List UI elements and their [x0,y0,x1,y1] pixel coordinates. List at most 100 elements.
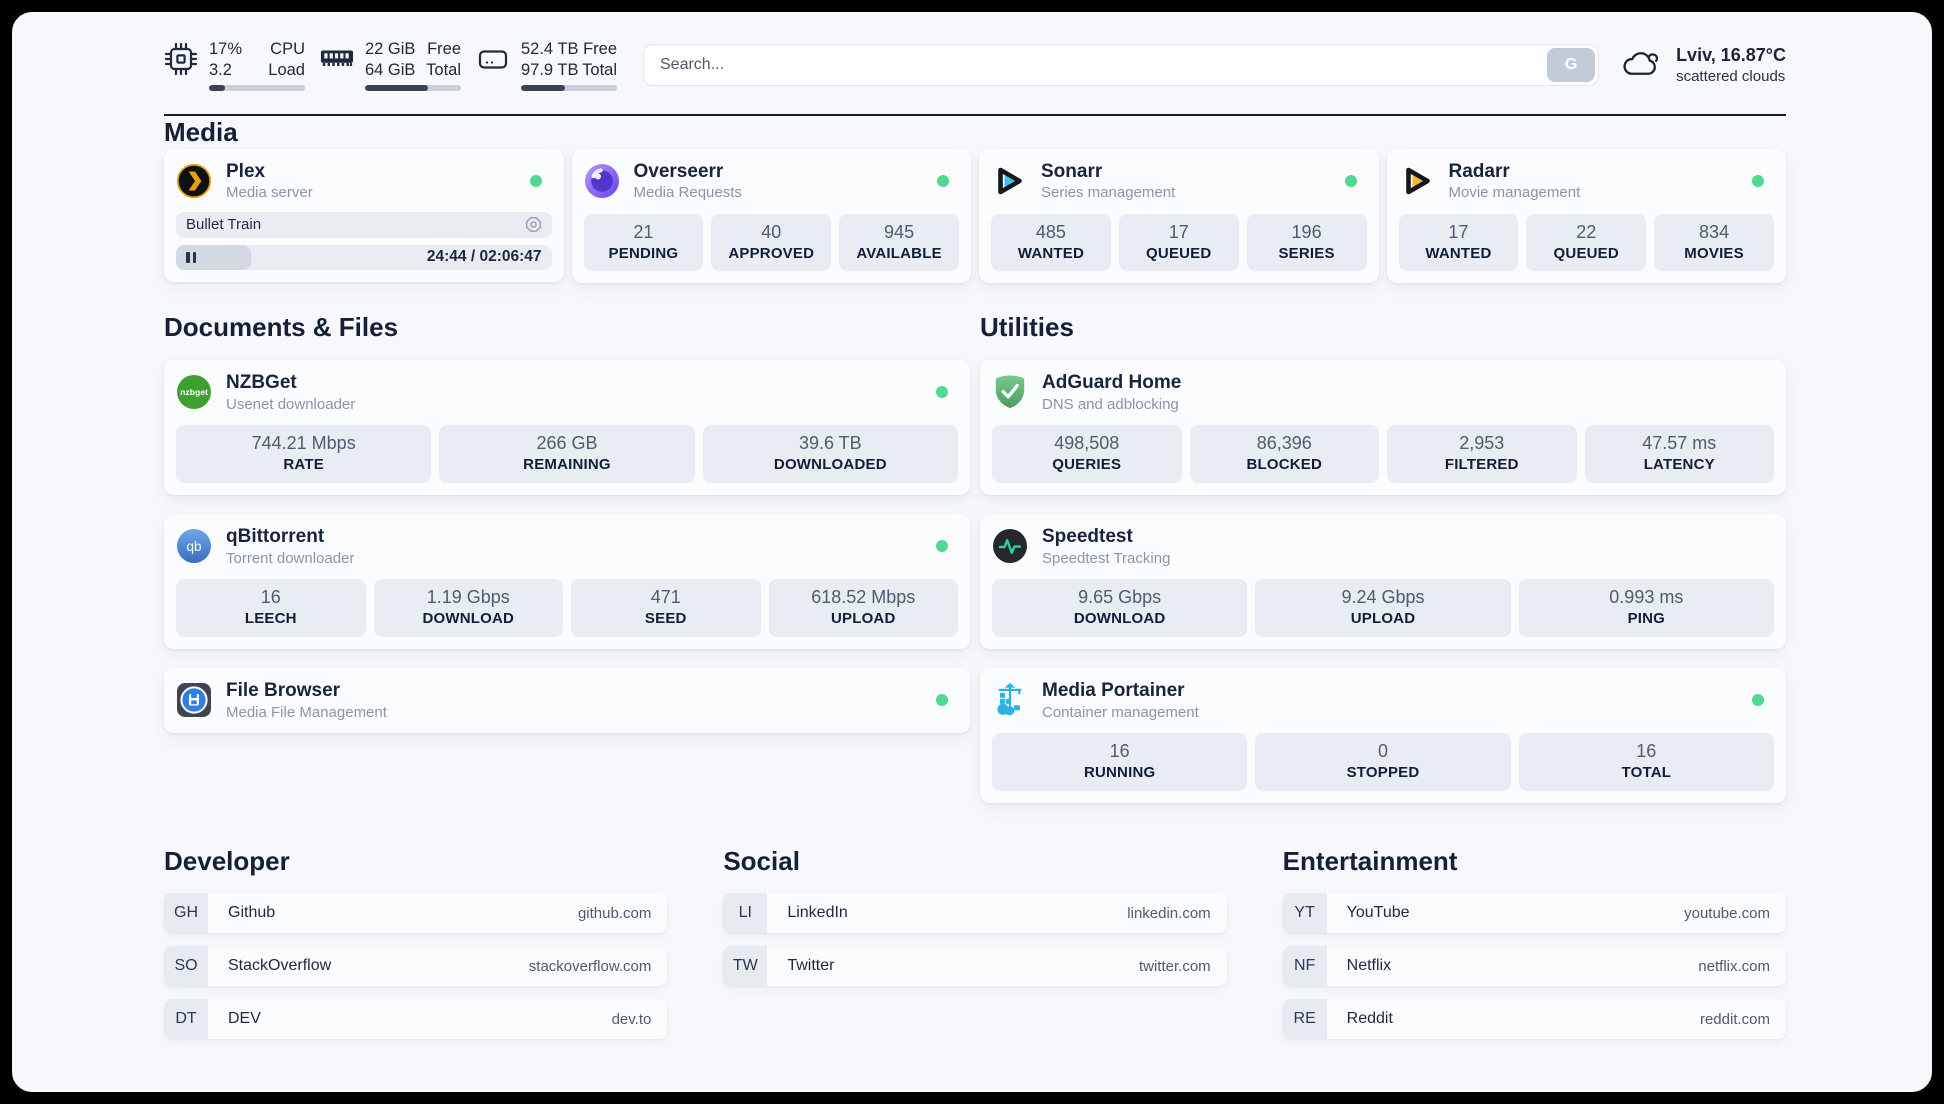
stat-tile: 16 RUNNING [992,732,1248,791]
section-title-media: Media [164,117,238,147]
app-card[interactable]: qb qBittorrent Torrent downloader [164,513,970,649]
stat-value: 2,953 [1459,432,1505,453]
bookmark-abbr: SO [164,946,208,987]
bookmark-abbr: NF [1282,946,1327,987]
cpu-icon [164,42,198,76]
sonarr-logo [991,163,1027,199]
ram-widget: 22 GiB 64 GiB Free Total [320,39,461,92]
app-card-header: Speedtest Speedtest Tracking [992,526,1774,567]
status-dot [1752,694,1764,707]
app-card[interactable]: Sonarr Series management 485 WANTED [979,148,1379,284]
stat-label: AVAILABLE [856,244,942,262]
svg-text:qb: qb [186,539,201,554]
bookmark-link[interactable]: GH Github github.com [164,893,668,934]
bookmark-link[interactable]: TW Twitter twitter.com [723,946,1227,987]
bookmark-domain: github.com [577,904,652,922]
app-name: Overseerr [633,160,724,182]
stat-label: SERIES [1278,244,1335,262]
stat-value: 1.19 Gbps [426,586,510,607]
stat-tile: 0 STOPPED [1255,732,1511,791]
search-engine-button[interactable]: G [1547,48,1596,82]
bookmark-abbr: TW [723,946,768,987]
playback-progressbar: 24:44 / 02:06:47 [176,244,552,270]
stat-tile: 16 LEECH [176,578,366,637]
app-card[interactable]: Plex Media server Bullet Train [164,148,564,282]
ram-icon [320,42,354,76]
bookmark-link[interactable]: LI LinkedIn linkedin.com [723,893,1227,934]
bookmark-abbr: GH [164,893,208,934]
stat-value: 471 [650,586,681,607]
stat-label: LATENCY [1643,456,1715,474]
overseerr-logo [584,163,620,199]
app-subtitle: Media File Management [226,703,387,721]
app-subtitle: Media server [226,184,313,202]
stat-tile: 471 SEED [571,578,761,637]
bookmark-name: Netflix [1346,957,1392,975]
bookmark-abbr: YT [1282,893,1327,934]
bookmark-link[interactable]: SO StackOverflow stackoverflow.com [164,946,668,987]
bookmark-name: LinkedIn [787,904,848,922]
bookmark-domain: reddit.com [1699,1010,1770,1028]
app-card-header: nzbget NZBGet Usenet downloader [176,372,958,413]
bookmark-link[interactable]: NF Netflix netflix.com [1282,946,1786,987]
stat-tile: 834 MOVIES [1654,213,1774,272]
app-card[interactable]: AdGuard Home DNS and adblocking 498,508 … [980,359,1786,495]
stat-tile: 485 WANTED [991,213,1111,272]
stat-label: RATE [283,456,324,474]
stat-value: 16 [1109,740,1130,761]
app-card[interactable]: File Browser Media File Management [164,667,970,733]
stat-tile: 47.57 ms LATENCY [1584,424,1774,483]
stat-label: DOWNLOAD [1073,610,1166,628]
stat-tile: 9.65 Gbps DOWNLOAD [992,578,1248,637]
utilities-card-stack: AdGuard Home DNS and adblocking 498,508 … [980,359,1786,803]
stat-value: 196 [1291,221,1322,242]
stat-label: RUNNING [1083,764,1156,782]
app-card[interactable]: nzbget NZBGet Usenet downloader 74 [164,359,970,495]
status-dot [529,175,542,188]
app-stats-row: 744.21 Mbps RATE 266 GB REMAINING [176,424,958,483]
stat-tile: 17 WANTED [1398,213,1519,272]
app-card[interactable]: Media Portainer Container management 16 … [980,667,1786,803]
app-stats-row: 498,508 QUERIES 86,396 BLOCKED [992,424,1774,483]
disk-labels: Free Total [582,39,617,79]
app-subtitle: DNS and adblocking [1042,395,1179,413]
stat-value: 16 [1636,740,1657,761]
stat-tile: 498,508 QUERIES [992,424,1182,483]
stat-label: QUEUED [1146,244,1212,262]
app-subtitle: Container management [1042,703,1199,721]
two-column-section: Documents & Files nzbget NZBGet Usenet d… [164,311,1786,803]
status-dot [1344,175,1357,188]
bookmark-link[interactable]: RE Reddit reddit.com [1282,999,1786,1040]
nzbget-logo: nzbget [176,374,212,410]
bookmark-list: LI LinkedIn linkedin.com TW Twitter twit… [723,893,1227,987]
app-card[interactable]: Speedtest Speedtest Tracking 9.65 Gbps D… [980,513,1786,649]
app-stats-row: 485 WANTED 17 QUEUED 196 SERIES [991,213,1367,272]
bookmark-domain: twitter.com [1138,957,1211,975]
status-dot [936,540,948,553]
app-subtitle: Media Requests [633,184,742,202]
utilities-column: Utilities AdGuard Home DNS and adblockin… [980,311,1786,803]
app-subtitle: Speedtest Tracking [1042,549,1171,567]
stat-value: 86,396 [1256,432,1312,453]
search-input[interactable] [643,44,1600,86]
app-card[interactable]: Overseerr Media Requests 21 PENDING [571,148,971,284]
bookmark-link[interactable]: DT DEV dev.to [164,999,668,1040]
app-name: Speedtest [1042,525,1133,547]
stat-label: FILTERED [1444,456,1519,474]
stat-value: 22 [1576,221,1597,242]
bookmark-link[interactable]: YT YouTube youtube.com [1282,893,1786,934]
stat-label: LEECH [244,610,297,628]
stat-label: WANTED [1017,244,1085,262]
app-name: NZBGet [226,371,297,393]
stat-label: DOWNLOAD [422,610,515,628]
top-bar: 17% 3.2 CPU Load [164,38,1786,92]
app-card[interactable]: Radarr Movie management 17 WANTED [1386,148,1786,284]
stat-tile: 618.52 Mbps UPLOAD [768,578,958,637]
bookmark-group-title: Social [723,845,800,876]
stat-value: 485 [1035,221,1066,242]
filebrowser-logo [176,682,212,718]
now-playing-title: Bullet Train [186,216,262,234]
app-name: Radarr [1448,160,1510,182]
bookmark-abbr: RE [1282,999,1327,1040]
disk-values: 52.4 TB 97.9 TB [521,39,579,79]
